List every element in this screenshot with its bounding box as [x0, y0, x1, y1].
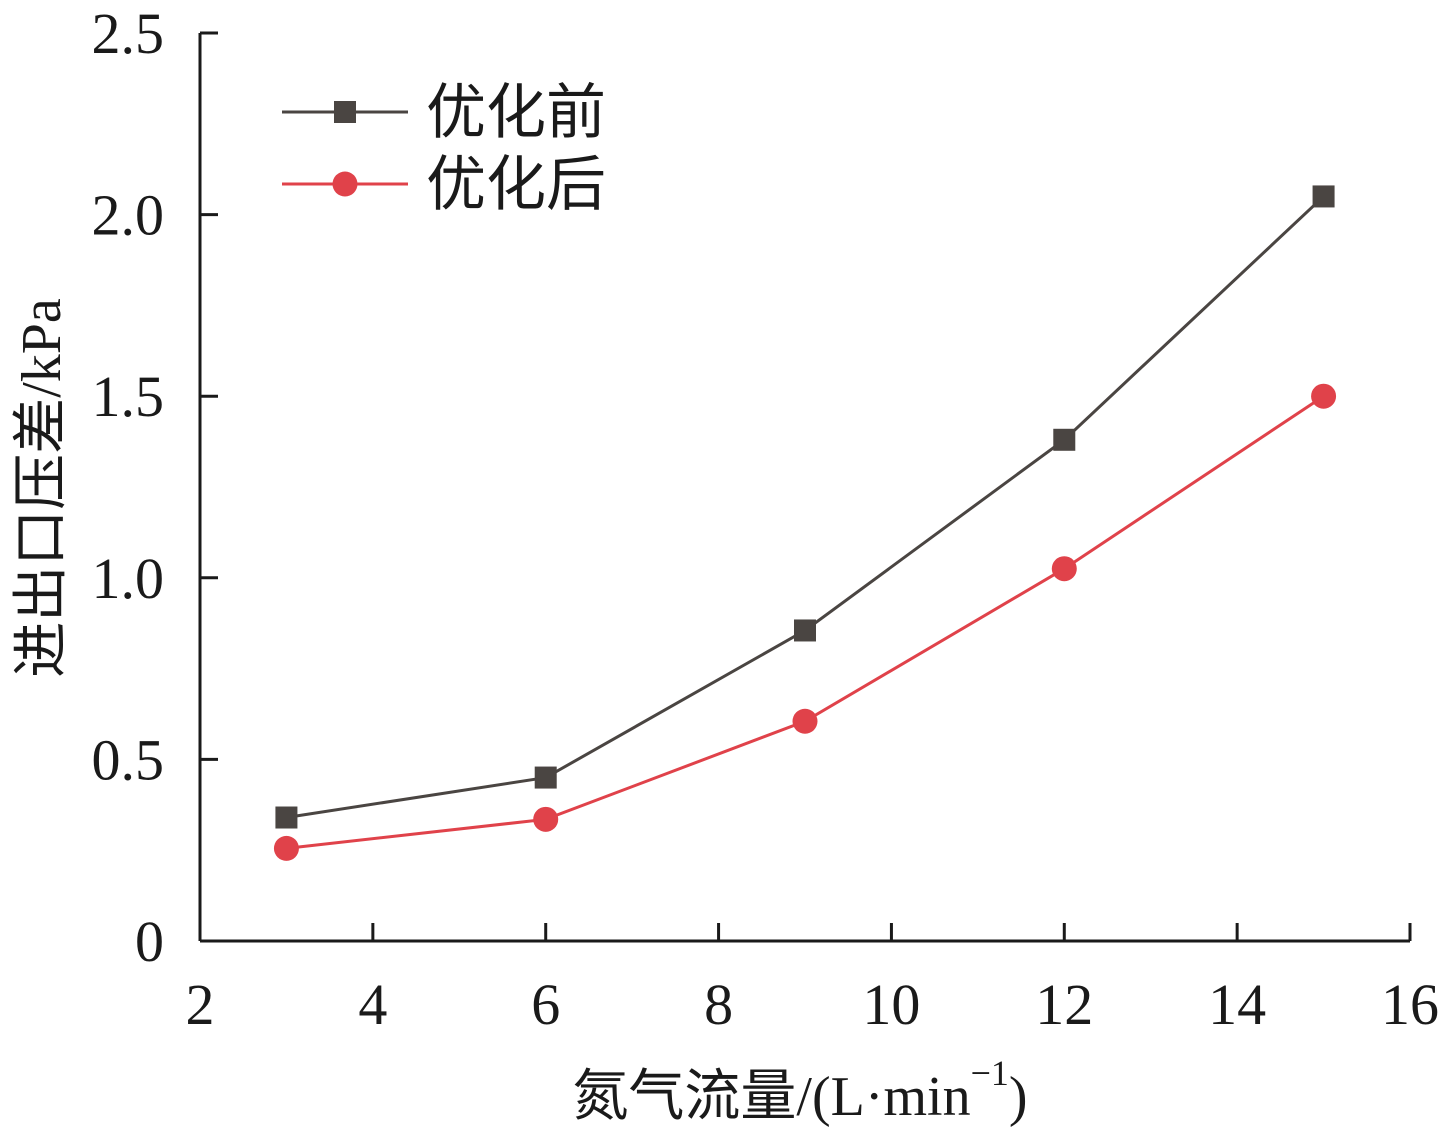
data-point [1312, 185, 1335, 208]
y-axis-ticks: 0 0.5 1.0 1.5 2.0 2.5 [92, 1, 218, 974]
data-point [792, 708, 818, 734]
x-tick-label: 2 [186, 972, 215, 1037]
x-tick-label: 10 [862, 972, 920, 1037]
axes [198, 33, 1410, 943]
series-2 [273, 383, 1337, 861]
legend-label: 优化前 [426, 80, 606, 146]
x-axis-title-text: 氮气流量/(L·min [572, 1066, 970, 1128]
x-axis-ticks: 2 4 6 8 10 12 14 16 [186, 923, 1439, 1037]
legend-label: 优化后 [426, 152, 606, 218]
legend-marker [332, 171, 358, 197]
y-tick-label: 0.5 [92, 727, 165, 792]
x-tick-label: 14 [1208, 972, 1266, 1037]
data-point [275, 806, 298, 829]
x-tick-label: 16 [1381, 972, 1439, 1037]
data-point [533, 806, 559, 832]
x-tick-label: 4 [358, 972, 387, 1037]
x-axis-title: 氮气流量/(L·min−1) [572, 1053, 1027, 1128]
data-point [273, 835, 299, 861]
data-point [794, 619, 816, 642]
y-tick-label: 0 [135, 909, 164, 974]
data-point [1053, 428, 1076, 451]
series-layer [273, 185, 1337, 861]
x-tick-label: 6 [531, 972, 560, 1037]
x-axis-title-exponent: −1 [971, 1053, 1009, 1093]
data-point [1051, 556, 1077, 582]
legend-marker [334, 101, 356, 123]
y-tick-label: 1.0 [92, 546, 165, 611]
legend-entry-2: 优化后 [282, 152, 606, 218]
y-tick-label: 2.5 [92, 1, 165, 66]
data-point [1311, 383, 1337, 409]
x-tick-label: 8 [704, 972, 733, 1037]
series-1 [275, 185, 1335, 829]
y-tick-label: 1.5 [92, 364, 165, 429]
legend-entry-1: 优化前 [282, 80, 606, 146]
data-point [534, 766, 557, 789]
x-axis-title-close: ) [1009, 1066, 1028, 1128]
x-tick-label: 12 [1035, 972, 1093, 1037]
y-tick-label: 2.0 [92, 183, 165, 248]
y-axis-title: 进出口压差/kPa [11, 298, 73, 678]
